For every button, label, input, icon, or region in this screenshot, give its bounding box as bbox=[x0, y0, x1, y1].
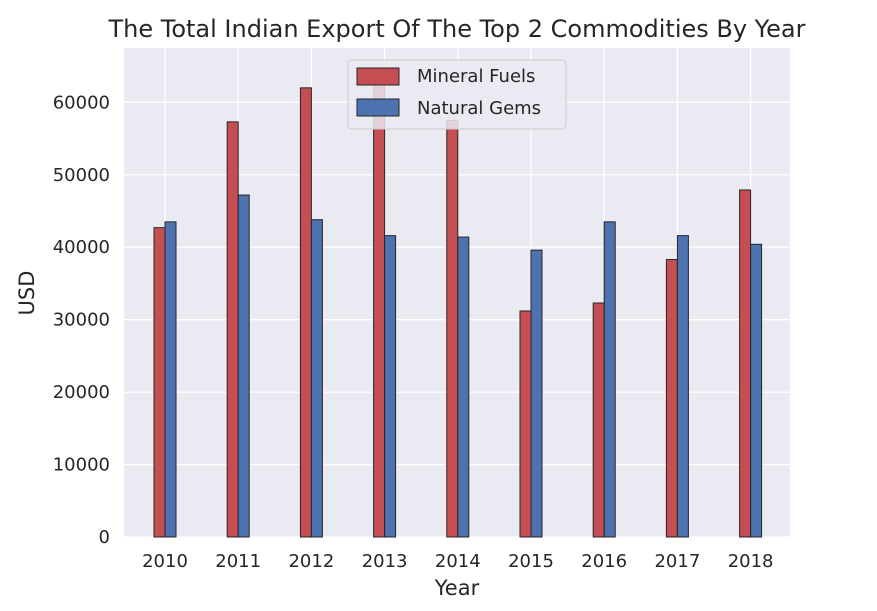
y-tick-label: 30000 bbox=[53, 310, 110, 331]
legend-label-natural-gems: Natural Gems bbox=[417, 98, 541, 119]
y-tick-label: 60000 bbox=[53, 92, 110, 113]
bars-group bbox=[153, 79, 763, 538]
bar-mineral-fuels-2010 bbox=[153, 227, 166, 538]
x-tick-labels: 2010 2011 2012 2013 2014 2015 2016 2017 2018 bbox=[142, 551, 773, 572]
x-tick-label: 2011 bbox=[215, 551, 261, 572]
y-tick-label: 40000 bbox=[53, 237, 110, 258]
y-tick-label: 50000 bbox=[53, 165, 110, 186]
bar-natural-gems-2011 bbox=[237, 194, 250, 538]
bar-natural-gems-2014 bbox=[457, 236, 470, 538]
x-tick-label: 2017 bbox=[654, 551, 700, 572]
bar-mineral-fuels-2015 bbox=[519, 310, 532, 538]
bar-natural-gems-2013 bbox=[384, 235, 397, 538]
x-tick-label: 2013 bbox=[362, 551, 408, 572]
x-axis-label: Year bbox=[434, 576, 480, 600]
x-tick-label: 2015 bbox=[508, 551, 554, 572]
bar-mineral-fuels-2017 bbox=[665, 259, 678, 538]
bar-natural-gems-2016 bbox=[603, 221, 616, 538]
legend-label-mineral-fuels: Mineral Fuels bbox=[417, 66, 535, 87]
x-tick-label: 2010 bbox=[142, 551, 188, 572]
y-tick-label: 10000 bbox=[53, 455, 110, 476]
y-tick-label: 20000 bbox=[53, 382, 110, 403]
bar-natural-gems-2017 bbox=[676, 235, 689, 538]
y-axis-label: USD bbox=[15, 271, 39, 316]
bar-mineral-fuels-2014 bbox=[446, 119, 459, 538]
bar-mineral-fuels-2012 bbox=[299, 87, 312, 538]
x-tick-label: 2012 bbox=[288, 551, 334, 572]
x-tick-label: 2016 bbox=[581, 551, 627, 572]
bar-mineral-fuels-2011 bbox=[226, 121, 239, 538]
y-tick-label: 0 bbox=[99, 527, 110, 548]
bar-mineral-fuels-2013 bbox=[373, 79, 386, 538]
legend-box bbox=[347, 59, 567, 130]
bar-natural-gems-2018 bbox=[750, 243, 763, 538]
bar-mineral-fuels-2016 bbox=[592, 302, 605, 538]
legend-swatch-mineral-fuels bbox=[356, 67, 400, 86]
bar-natural-gems-2010 bbox=[164, 221, 177, 538]
x-tick-label: 2018 bbox=[728, 551, 774, 572]
bar-mineral-fuels-2018 bbox=[739, 189, 752, 538]
legend: Mineral Fuels Natural Gems bbox=[347, 59, 567, 130]
y-tick-labels: 0 10000 20000 30000 40000 50000 60000 bbox=[53, 92, 110, 548]
legend-swatch-natural-gems bbox=[356, 98, 400, 117]
chart-title: The Total Indian Export Of The Top 2 Com… bbox=[107, 15, 805, 43]
x-tick-label: 2014 bbox=[435, 551, 481, 572]
bar-natural-gems-2015 bbox=[530, 249, 543, 538]
bar-natural-gems-2012 bbox=[310, 219, 323, 538]
